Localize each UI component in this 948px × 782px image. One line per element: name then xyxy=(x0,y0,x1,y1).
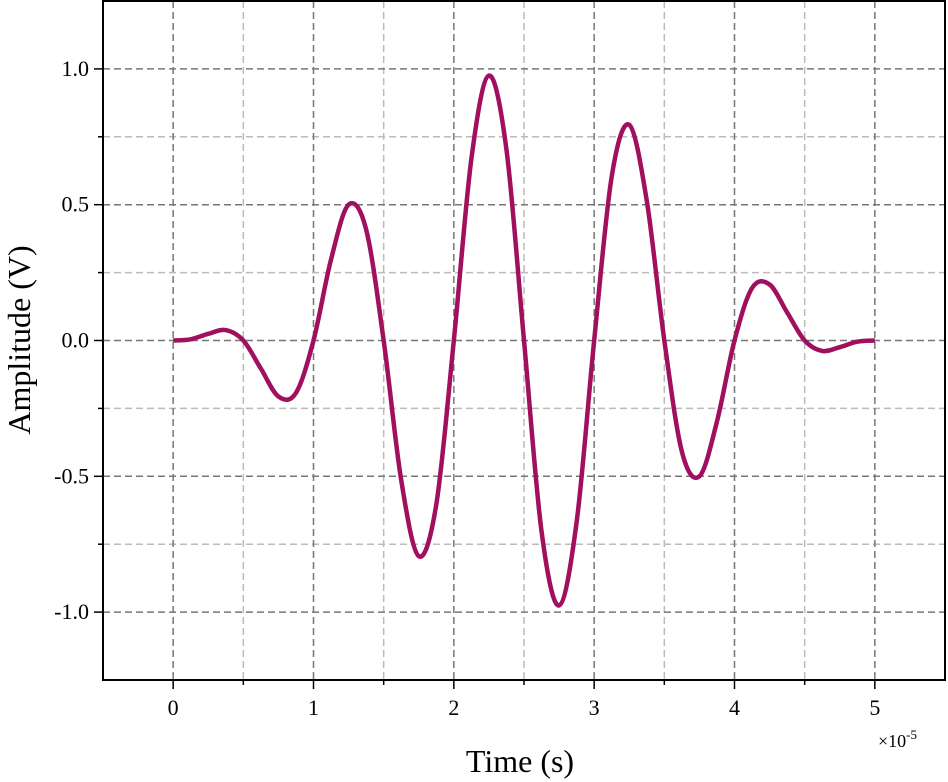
x-tick-label: 3 xyxy=(589,695,600,720)
y-tick-label: 0.5 xyxy=(62,192,90,217)
y-tick-label: 1.0 xyxy=(62,56,90,81)
x-tick-label: 1 xyxy=(308,695,319,720)
grid xyxy=(103,1,945,680)
x-multiplier: ×10-5 xyxy=(878,727,917,751)
data-line xyxy=(173,73,875,608)
x-tick-label: 0 xyxy=(168,695,179,720)
x-tick-label: 5 xyxy=(869,695,880,720)
y-axis-title: Amplitude (V) xyxy=(1,245,37,434)
y-tick-label: -1.0 xyxy=(54,599,89,624)
x-multiplier-exponent: -5 xyxy=(906,727,917,742)
x-axis-title: Time (s) xyxy=(466,743,574,779)
x-tick-label: 2 xyxy=(448,695,459,720)
y-tick-label: 0.0 xyxy=(62,328,90,353)
x-multiplier-base: ×10 xyxy=(878,731,906,751)
y-tick-label: -0.5 xyxy=(54,463,89,488)
x-tick-label: 4 xyxy=(729,695,740,720)
